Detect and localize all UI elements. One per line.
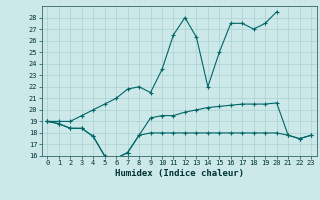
X-axis label: Humidex (Indice chaleur): Humidex (Indice chaleur) [115,169,244,178]
